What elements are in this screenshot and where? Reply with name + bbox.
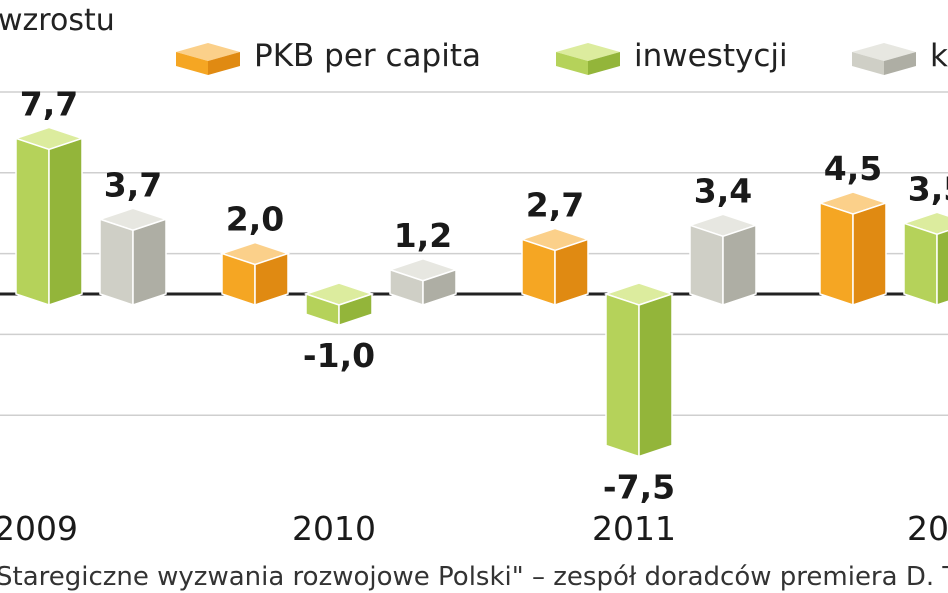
bars [13, 126, 948, 458]
bar-front [15, 137, 50, 307]
bar-side [338, 292, 373, 327]
value-label: -7,5 [603, 468, 675, 507]
bar-2011-2 [687, 213, 759, 307]
value-label: 3,5 [908, 169, 948, 208]
bar-side [132, 218, 167, 307]
source-note: Staregiczne wyzwania rozwojowe Polski" –… [0, 562, 948, 592]
bar-2009-2 [97, 207, 169, 307]
axis-title: wzrostu [0, 3, 115, 38]
legend-item: ko [852, 38, 948, 75]
bar-front [903, 222, 938, 307]
bar-front [521, 238, 556, 307]
bar-2011-1 [603, 282, 675, 458]
bar-2009-1 [13, 126, 85, 307]
value-label: 3,4 [694, 171, 752, 210]
category-label: 2009 [0, 509, 78, 548]
legend-swatch-side [588, 52, 620, 75]
value-label: 2,7 [526, 185, 584, 224]
legend-item: inwestycji [556, 38, 788, 75]
legend-swatch-front [556, 52, 588, 75]
value-label: 2,0 [226, 200, 284, 239]
bar-side [422, 268, 457, 307]
legend-swatch-front [176, 52, 208, 75]
legend-label: ko [930, 38, 948, 74]
category-label: 20 [907, 509, 948, 548]
bar-side [554, 238, 589, 307]
value-label: -1,0 [303, 336, 375, 375]
bar-side [852, 202, 887, 307]
bar-2012-1 [901, 211, 948, 307]
legend: PKB per capita inwestycji ko [176, 38, 948, 75]
bar-2010-2 [387, 257, 459, 307]
bar-front [605, 292, 640, 458]
value-labels: 2,0 2,7 4,5 7,7 -1,0 -7,5 3,5 3,7 1,2 3,4 [20, 84, 948, 506]
bar-side [936, 229, 948, 307]
value-label: 1,2 [394, 216, 452, 255]
bar-side [638, 292, 673, 458]
bar-2011-0 [519, 227, 591, 307]
bar-2012-0 [817, 191, 889, 307]
bar-front [819, 202, 854, 307]
value-label: 4,5 [824, 149, 882, 188]
bar-2010-1 [303, 282, 375, 327]
bar-side [48, 137, 83, 307]
legend-swatch-side [884, 52, 916, 75]
legend-item: PKB per capita [176, 38, 481, 75]
legend-swatch-front [852, 52, 884, 75]
legend-swatch-side [208, 52, 240, 75]
value-label: 7,7 [20, 84, 78, 123]
bar-side [722, 224, 757, 307]
value-label: 3,7 [104, 165, 162, 204]
category-labels: 2009 2010 2011 20 [0, 509, 948, 548]
category-label: 2011 [592, 509, 676, 548]
bar-front [99, 218, 134, 307]
bar-side [254, 252, 289, 307]
bar-front [689, 224, 724, 307]
bar-2010-0 [219, 241, 291, 307]
legend-label: PKB per capita [254, 38, 481, 74]
category-label: 2010 [292, 509, 376, 548]
legend-label: inwestycji [634, 38, 788, 74]
